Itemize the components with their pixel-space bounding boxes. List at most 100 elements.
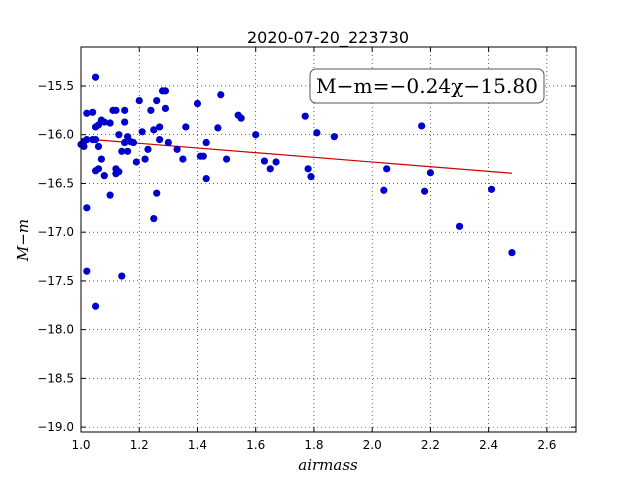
data-point (138, 128, 146, 136)
data-point (418, 122, 426, 130)
data-point (97, 155, 105, 163)
data-point (147, 106, 155, 114)
data-point (217, 91, 225, 99)
plot-frame (80, 46, 577, 433)
axis-ticks: 1.0 1.2 1.4 1.6 1.8 2.0 2.2 2.4 2.6 −15.5 −16.0 −16… (37, 47, 576, 452)
data-point (193, 99, 202, 108)
data-point (91, 302, 100, 310)
data-point (153, 189, 161, 197)
data-point (83, 204, 91, 212)
data-point (307, 173, 315, 181)
fit-line-group (80, 138, 512, 174)
plot-area (81, 47, 576, 432)
data-point (153, 97, 161, 105)
x-tick-label: 2.4 (479, 438, 498, 452)
data-point (222, 155, 231, 163)
data-point (455, 222, 464, 230)
data-point (161, 87, 170, 95)
data-point (173, 145, 181, 153)
fit-line (80, 138, 512, 174)
data-point (83, 135, 91, 144)
x-tick-label: 1.2 (130, 438, 149, 452)
data-point (91, 73, 100, 81)
x-tick-label: 1.6 (246, 438, 265, 452)
x-tick-label: 2.2 (421, 438, 440, 452)
data-point (383, 165, 391, 173)
data-point (83, 267, 91, 275)
data-point (100, 172, 108, 180)
y-tick-label: −17.0 (37, 225, 74, 239)
data-point (156, 135, 164, 144)
y-axis-label: M−m (14, 219, 32, 262)
data-point (196, 152, 204, 160)
data-point (161, 104, 170, 113)
data-point (266, 165, 274, 173)
data-point (135, 97, 143, 105)
data-point (112, 170, 120, 178)
data-point (182, 123, 190, 131)
data-point (272, 158, 280, 166)
data-point (109, 106, 117, 114)
x-tick-label: 1.0 (71, 438, 90, 452)
y-tick-label: −16.5 (37, 176, 74, 190)
data-point (141, 155, 149, 163)
x-tick-label: 2.6 (537, 438, 556, 452)
data-point (150, 214, 158, 223)
data-point (89, 135, 97, 144)
data-point (126, 137, 135, 146)
data-point (123, 147, 132, 155)
data-point (106, 191, 114, 199)
y-tick-label: −18.5 (37, 371, 74, 385)
data-point (330, 133, 338, 141)
x-tick-label: 2.0 (363, 438, 382, 452)
data-point (80, 142, 88, 151)
data-points (77, 73, 516, 310)
data-point (156, 123, 164, 131)
y-tick-label: −19.0 (37, 420, 74, 434)
data-point (121, 106, 129, 114)
data-point (94, 142, 103, 151)
fit-annotation: M−m=−0.24χ−15.80 (309, 68, 545, 104)
data-point (301, 112, 309, 120)
data-point (150, 126, 158, 134)
x-tick-label: 1.8 (304, 438, 323, 452)
data-point (252, 131, 260, 139)
data-point (202, 138, 210, 147)
y-tick-label: −16.0 (37, 128, 74, 142)
data-point (132, 158, 140, 166)
data-point (420, 187, 429, 195)
data-point (83, 109, 91, 117)
data-point (94, 165, 103, 173)
y-tick-label: −18.0 (37, 323, 74, 337)
chart-title: 2020-07-20_223730 (247, 28, 409, 48)
data-point (179, 155, 187, 163)
data-point (304, 165, 312, 173)
grid-lines (81, 47, 576, 432)
data-point (234, 111, 242, 119)
data-point (426, 169, 435, 177)
x-axis-label: airmass (298, 456, 358, 474)
data-point (260, 157, 269, 165)
data-point (100, 118, 108, 126)
x-tick-label: 1.4 (188, 438, 207, 452)
data-point (144, 145, 152, 153)
data-point (89, 108, 97, 116)
data-point (487, 185, 496, 193)
data-point (121, 118, 129, 126)
data-point (121, 138, 129, 147)
annotation-text: M−m=−0.24χ−15.80 (316, 74, 538, 98)
data-point (164, 138, 172, 147)
y-tick-label: −15.5 (37, 79, 74, 93)
data-point (115, 131, 123, 139)
data-point (106, 119, 114, 127)
data-point (202, 174, 210, 183)
annotation-box (309, 68, 545, 104)
data-point (313, 129, 321, 137)
data-point (508, 249, 516, 257)
y-tick-label: −17.5 (37, 274, 74, 288)
data-point (118, 147, 126, 155)
data-point (118, 272, 126, 280)
data-point (380, 186, 388, 194)
data-point (214, 124, 222, 132)
